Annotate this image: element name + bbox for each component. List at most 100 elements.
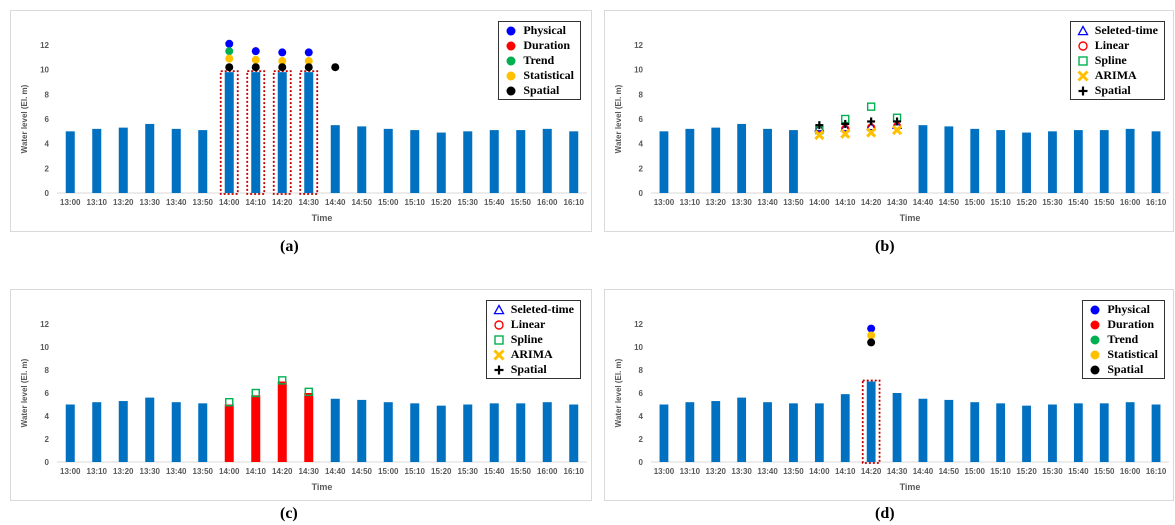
x-tick-label: 13:00 (60, 467, 81, 476)
bar (1099, 130, 1109, 193)
x-tick-label: 15:10 (405, 198, 426, 207)
legend-label: Seleted-time (510, 302, 574, 316)
bar (330, 125, 340, 193)
series-point (891, 125, 903, 136)
y-tick-label: 0 (639, 458, 644, 467)
x-tick-label: 14:00 (219, 198, 240, 207)
series-point (814, 129, 825, 141)
bar (996, 130, 1006, 193)
bar (737, 397, 747, 462)
series-point (840, 122, 851, 132)
chart-c-plot: 0 2 4 6 8 10 12 Water level (El. m) 13:00 13:10 13… (20, 320, 587, 492)
bar (304, 393, 314, 462)
chart-panel-b: 0 2 4 6 8 10 12 Water level (El. m) 13:00 13:10 13… (604, 10, 1174, 232)
legend-marker-icon (1090, 320, 1100, 329)
x-tick-label: 15:00 (378, 467, 399, 476)
legend-marker-icon (1077, 55, 1088, 66)
legend-item: Seleted-time (1077, 23, 1158, 38)
chart-a-legend: Physical Duration Trend Statistical Spatial (498, 21, 581, 100)
bar (489, 130, 499, 193)
bar (516, 130, 526, 193)
x-tick-label: 13:00 (654, 198, 675, 207)
series-point (867, 331, 876, 340)
chart-c-legend: Seleted-time Linear Spline ARIMA Spatial (485, 300, 581, 379)
y-tick-label: 2 (45, 164, 50, 173)
legend-marker-icon (493, 319, 504, 330)
legend-marker (506, 86, 516, 95)
legend-item: Spline (493, 332, 574, 347)
x-tick-label: 14:10 (835, 467, 856, 476)
bar (118, 401, 128, 462)
y-tick-label: 6 (639, 115, 644, 124)
legend-marker (1078, 86, 1088, 95)
series-point (893, 117, 902, 126)
x-tick-label: 15:30 (1042, 198, 1063, 207)
legend-label: Trend (1107, 332, 1139, 346)
y-tick-label: 10 (634, 343, 643, 352)
anomaly-box (861, 379, 881, 464)
bar (892, 393, 902, 462)
legend-label: Linear (1094, 38, 1130, 52)
series-point (304, 48, 313, 57)
series-point (278, 376, 287, 385)
legend-item: Duration (1089, 317, 1158, 332)
x-tick-label: 15:40 (1068, 198, 1089, 207)
legend-marker-icon (506, 56, 516, 65)
x-tick-label: 13:20 (706, 467, 727, 476)
series-point (866, 127, 877, 138)
x-tick-label: 14:40 (325, 467, 346, 476)
y-tick-label: 0 (45, 458, 50, 467)
legend-label: Trend (523, 53, 555, 67)
x-tick-label: 16:00 (1120, 198, 1141, 207)
legend-marker-icon (493, 348, 505, 361)
legend-marker-icon (506, 41, 516, 50)
legend-label: Spline (1094, 53, 1127, 67)
x-tick-label: 13:10 (87, 198, 108, 207)
y-tick-label: 12 (634, 320, 643, 329)
x-tick-label: 14:00 (809, 198, 830, 207)
chart-d-plot: 0 2 4 6 8 10 12 Water level (El. m) 13:00 13:10 13… (614, 320, 1169, 492)
bar (918, 398, 928, 462)
legend-marker (1077, 40, 1088, 51)
x-tick-label: 14:40 (913, 198, 934, 207)
bar (410, 130, 420, 193)
x-tick-label: 13:20 (113, 198, 134, 207)
x-tick-label: 15:30 (458, 198, 479, 207)
x-tick-label: 15:20 (431, 467, 452, 476)
legend-item: Physical (1089, 302, 1158, 317)
x-tick-label: 15:50 (511, 198, 532, 207)
bar (789, 403, 798, 462)
series-point (866, 121, 877, 131)
x-tick-label: 15:50 (1094, 467, 1115, 476)
series-point (251, 47, 260, 56)
series-point (278, 57, 287, 66)
legend-marker (506, 41, 516, 50)
bar (970, 128, 980, 193)
bar (711, 401, 721, 462)
legend-item: Linear (493, 317, 574, 332)
bar (516, 403, 526, 462)
x-tick-label: 15:20 (1016, 198, 1037, 207)
y-tick-label: 12 (40, 320, 49, 329)
x-tick-label: 14:50 (352, 198, 373, 207)
bar (944, 126, 954, 193)
bar (277, 72, 287, 193)
y-tick-label: 0 (45, 189, 50, 198)
bar (489, 403, 499, 462)
series-point (278, 63, 287, 72)
series-point (251, 63, 260, 72)
x-tick-label: 13:10 (87, 467, 108, 476)
x-tick-label: 14:00 (219, 467, 240, 476)
x-tick-label: 13:40 (757, 198, 778, 207)
x-tick-label: 16:10 (564, 467, 585, 476)
legend-marker-icon (506, 86, 516, 95)
x-tick-label: 16:10 (1146, 467, 1167, 476)
bar (996, 403, 1006, 462)
x-tick-label: 16:10 (1146, 198, 1167, 207)
bar (970, 402, 980, 462)
bar (569, 131, 579, 193)
x-tick-label: 14:20 (861, 198, 882, 207)
x-tick-label: 14:50 (939, 467, 960, 476)
x-tick-label: 16:00 (537, 467, 558, 476)
x-tick-label: 15:00 (965, 198, 986, 207)
